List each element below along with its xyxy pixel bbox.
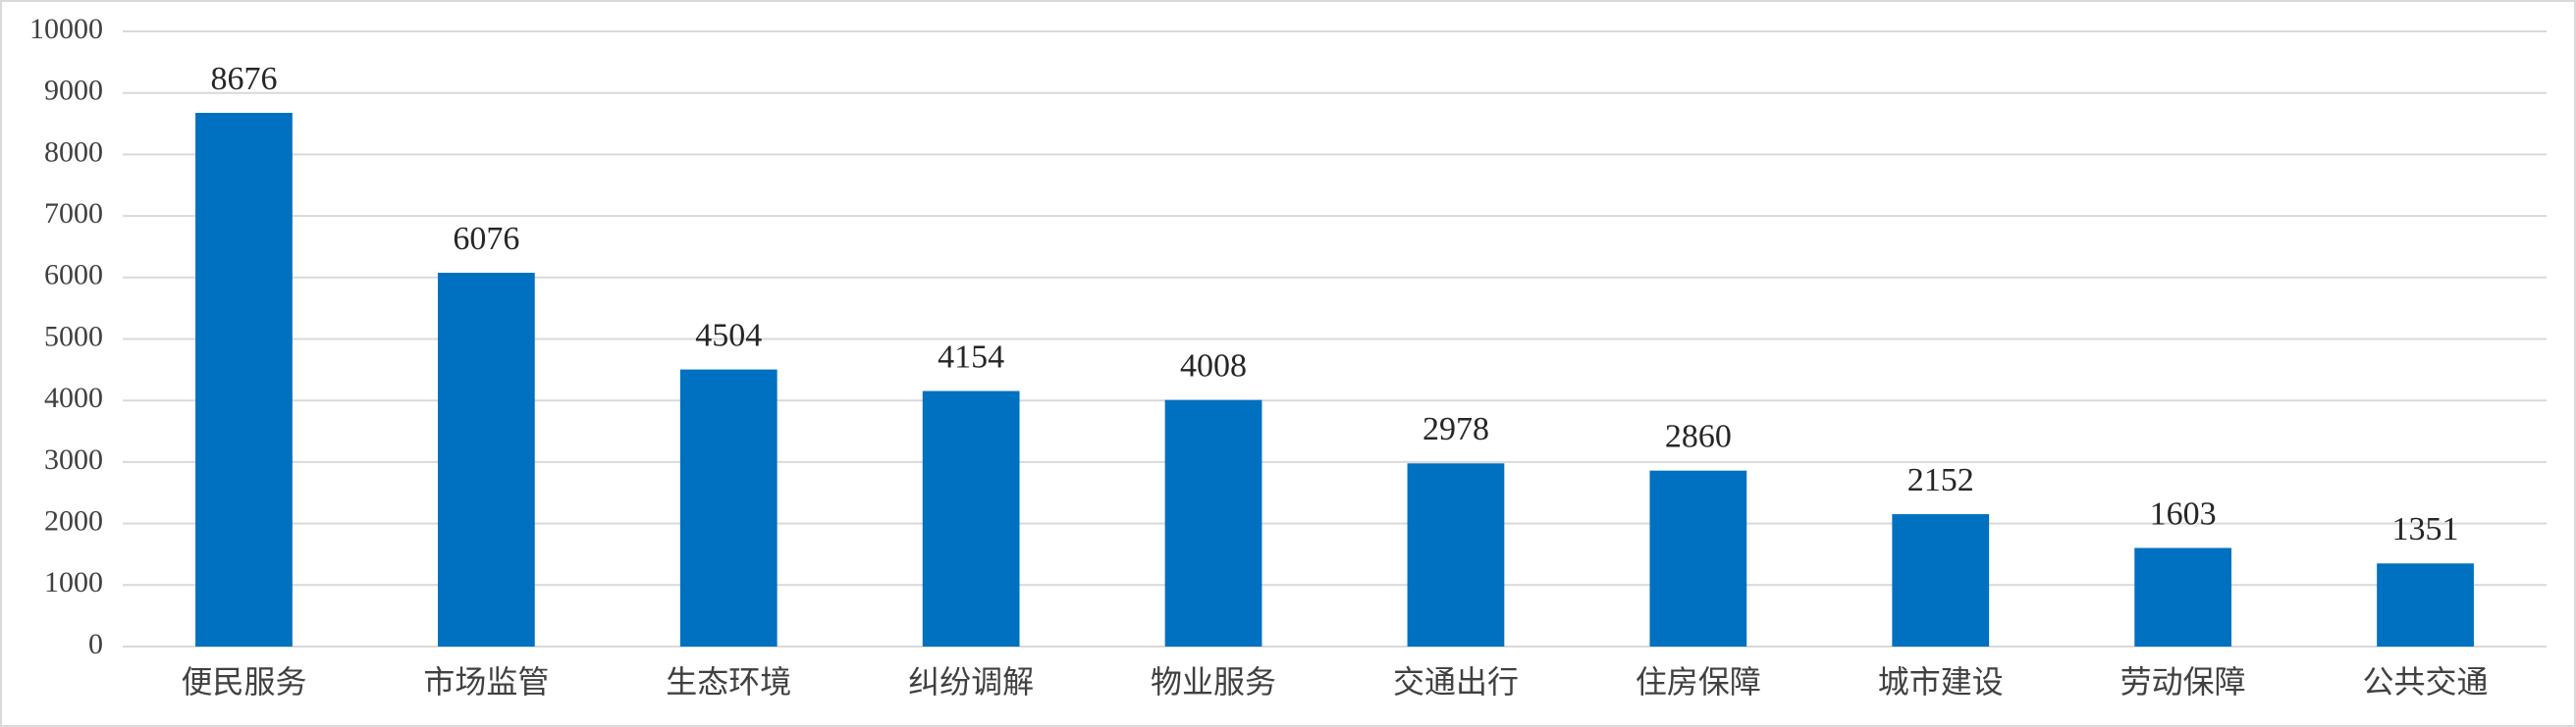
y-tick-label: 1000 (44, 566, 103, 598)
bar (679, 369, 778, 647)
value-label: 6076 (453, 221, 519, 257)
x-tick-label: 纠纷调解 (908, 663, 1034, 701)
value-label: 8676 (210, 61, 277, 97)
bar (1892, 514, 1990, 647)
x-tick-label: 住房保障 (1636, 663, 1761, 701)
bar (1649, 470, 1747, 647)
value-label: 4008 (1180, 347, 1247, 384)
value-label: 1351 (2392, 511, 2459, 547)
y-tick-label: 6000 (44, 259, 103, 291)
y-tick-label: 8000 (44, 135, 103, 168)
value-label: 2978 (1422, 411, 1489, 447)
x-tick-label: 生态环境 (666, 663, 791, 701)
bar (437, 273, 535, 647)
value-label: 1603 (2150, 495, 2217, 532)
y-tick-label: 4000 (44, 382, 103, 414)
bar (1407, 463, 1505, 647)
y-tick-label: 7000 (44, 197, 103, 230)
bar (2377, 563, 2474, 647)
bar (1164, 399, 1262, 647)
y-tick-label: 10000 (29, 13, 103, 45)
x-tick-label: 城市建设 (1878, 663, 2004, 701)
x-tick-label: 便民服务 (181, 663, 306, 701)
value-label: 4154 (938, 338, 1004, 375)
y-tick-label: 3000 (44, 443, 103, 476)
y-tick-label: 0 (88, 628, 103, 660)
x-tick-label: 交通出行 (1393, 663, 1519, 701)
bar (922, 390, 1020, 647)
x-tick-label: 劳动保障 (2120, 663, 2246, 701)
value-label: 2152 (1907, 462, 1974, 498)
value-label: 2860 (1665, 418, 1732, 454)
value-label: 4504 (695, 317, 762, 353)
y-tick-label: 2000 (44, 504, 103, 537)
x-tick-label: 物业服务 (1151, 663, 1276, 701)
x-tick-label: 公共交通 (2363, 663, 2489, 701)
bar (2134, 547, 2232, 647)
y-tick-label: 5000 (44, 320, 103, 352)
y-tick-label: 9000 (44, 75, 103, 107)
x-tick-label: 市场监管 (423, 663, 549, 701)
bar (195, 113, 293, 648)
